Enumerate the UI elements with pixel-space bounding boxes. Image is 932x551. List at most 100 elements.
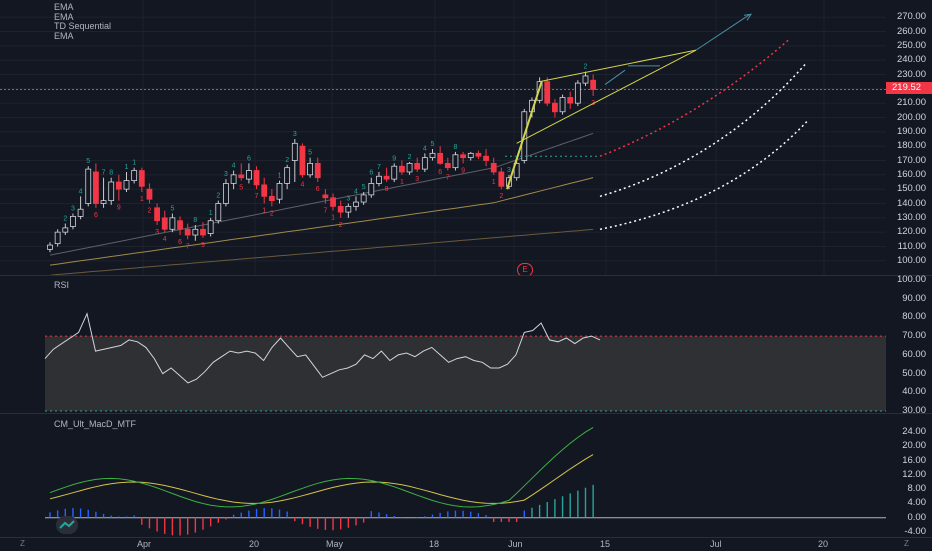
macd-histogram-bar <box>462 511 463 518</box>
macd-histogram-bar <box>547 502 548 518</box>
td-count: 3 <box>507 167 511 174</box>
macd-tick: 16.00 <box>902 455 926 466</box>
macd-histogram-bar <box>424 516 425 517</box>
price-axis[interactable]: 270.00260.00250.00240.00230.00220.00210.… <box>886 0 932 275</box>
macd-histogram-bar <box>149 518 150 529</box>
candle-body <box>338 206 343 212</box>
macd-histogram-bar <box>133 515 134 517</box>
time-label: Jun <box>508 539 523 549</box>
macd-histogram-bar <box>524 511 525 518</box>
macd-histogram-bar <box>126 516 127 517</box>
td-count: 3 <box>224 171 228 178</box>
td-count: 3 <box>71 206 75 213</box>
time-label: Apr <box>137 539 151 549</box>
candle-body <box>399 166 404 172</box>
macd-histogram-bar <box>348 518 349 528</box>
price-tick: 140.00 <box>897 198 926 209</box>
candle-body <box>407 163 412 172</box>
candle-body <box>208 221 213 234</box>
td-count: 5 <box>239 185 243 192</box>
zoom-corner-left[interactable]: Z <box>20 539 25 548</box>
macd-histogram-bar <box>478 513 479 518</box>
macd-histogram-bar <box>95 512 96 518</box>
td-count: 9 <box>461 167 465 174</box>
td-count: 8 <box>193 217 197 224</box>
candle-body <box>216 204 221 221</box>
td-count: 6 <box>369 170 373 177</box>
macd-histogram-bar <box>172 518 173 536</box>
legend-ema-3[interactable]: EMA <box>54 32 111 42</box>
macd-title[interactable]: CM_Ult_MacD_MTF <box>54 419 136 429</box>
projection-arc-red <box>600 39 790 157</box>
candle-body <box>101 201 106 204</box>
candle-body <box>430 153 435 157</box>
macd-histogram-bar <box>394 516 395 518</box>
td-count: 7 <box>255 193 259 200</box>
macd-histogram-bar <box>80 508 81 517</box>
rsi-title[interactable]: RSI <box>54 280 69 290</box>
td-count: 5 <box>308 150 312 157</box>
td-count: 4 <box>354 188 358 195</box>
td-count: 9 <box>201 242 205 249</box>
macd-histogram-bar <box>317 518 318 529</box>
price-tick: 110.00 <box>898 241 926 252</box>
macd-histogram-bar <box>256 509 257 518</box>
price-tick: 230.00 <box>897 69 926 80</box>
candle-body <box>55 232 60 243</box>
macd-histogram-bar <box>432 515 433 518</box>
candle-body <box>591 80 596 89</box>
price-tick: 180.00 <box>897 140 926 151</box>
zoom-corner-right[interactable]: Z <box>904 539 909 548</box>
td-count: 3 <box>155 229 159 236</box>
price-tick: 120.00 <box>897 226 926 237</box>
candle-body <box>376 176 381 183</box>
price-tick: 270.00 <box>897 11 926 22</box>
td-count: 1 <box>400 179 404 186</box>
tradingview-logo-icon[interactable] <box>56 516 78 534</box>
price-tick: 160.00 <box>897 169 926 180</box>
macd-histogram-bar <box>470 512 471 518</box>
macd-histogram-bar <box>202 518 203 530</box>
td-count: 4 <box>163 236 167 243</box>
candle-body <box>583 76 588 83</box>
macd-histogram-bar <box>401 517 402 518</box>
td-count: 3 <box>415 176 419 183</box>
td-count: 1 <box>209 210 213 217</box>
td-count: 2 <box>339 222 343 229</box>
macd-histogram-bar <box>286 511 287 517</box>
macd-histogram-bar <box>585 488 586 518</box>
td-count: 9 <box>392 155 396 162</box>
price-tick: 200.00 <box>897 112 926 123</box>
macd-histogram-bar <box>118 517 119 518</box>
candle-body <box>568 97 573 103</box>
td-count: 2 <box>63 216 67 223</box>
time-axis[interactable]: Z Apr 20 May 18 Jun 15 Jul 20 Z <box>0 537 932 551</box>
price-tick: 260.00 <box>897 26 926 37</box>
td-count: 1 <box>140 196 144 203</box>
td-count: 4 <box>79 188 83 195</box>
candle-body <box>323 195 328 198</box>
macd-tick: 12.00 <box>902 469 926 480</box>
rsi-pane[interactable]: RSI <box>0 276 886 413</box>
time-label: 20 <box>818 539 828 549</box>
candle-body <box>453 155 458 168</box>
macd-chart[interactable] <box>0 414 886 537</box>
td-count: 1 <box>278 173 282 180</box>
macd-histogram-bar <box>355 518 356 526</box>
candle-body <box>476 153 481 156</box>
price-tick: 130.00 <box>897 212 926 223</box>
candle-body <box>369 183 374 194</box>
macd-pane[interactable]: CM_Ult_MacD_MTF <box>0 414 886 537</box>
candle-body <box>392 166 397 179</box>
macd-histogram-bar <box>531 508 532 518</box>
td-count: 7 <box>377 164 381 171</box>
macd-histogram-bar <box>371 511 372 518</box>
rsi-chart[interactable] <box>0 276 886 413</box>
td-count: 7 <box>323 208 327 215</box>
macd-histogram-bar <box>386 514 387 518</box>
macd-histogram-bar <box>309 518 310 527</box>
